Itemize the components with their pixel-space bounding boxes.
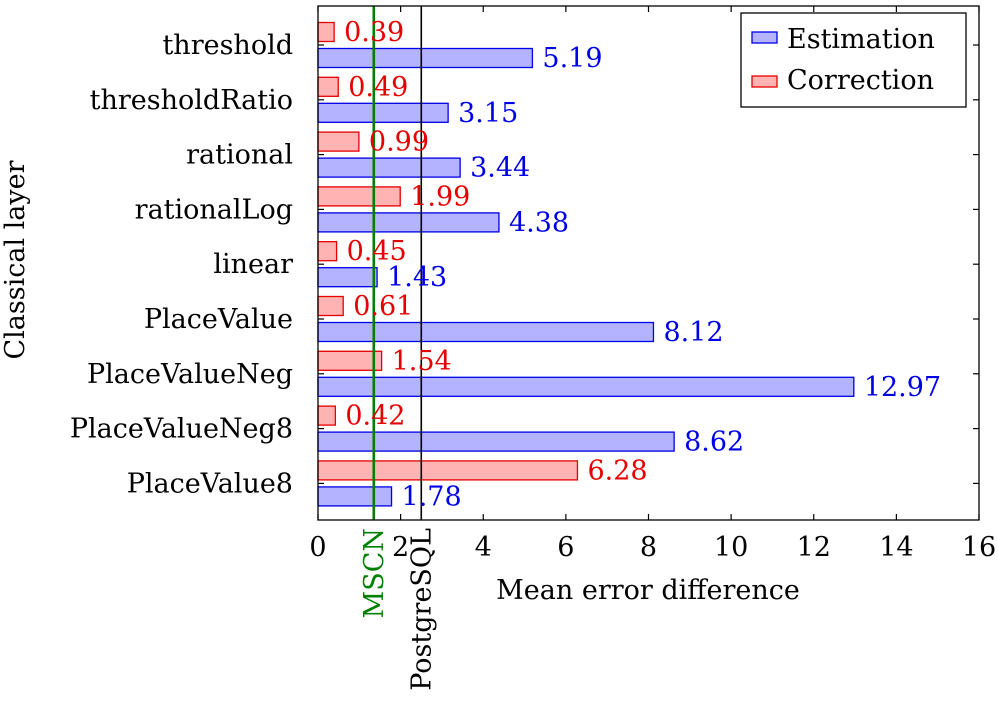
category-label-place-value: PlaceValue [144, 304, 293, 335]
x-tick-label-14: 14 [879, 532, 913, 563]
bar-label-correction-place-value-neg: 1.54 [392, 346, 452, 377]
reference-lines-group [372, 6, 423, 520]
category-label-place-value-neg8: PlaceValueNeg8 [70, 414, 293, 445]
x-tick-label-4: 4 [475, 532, 492, 563]
category-labels-group: threshold thresholdRatio rational rationalL… [70, 30, 293, 499]
bar-estimation-place-value-neg8 [317, 431, 675, 452]
legend: Estimation Correction [740, 12, 967, 108]
bar-estimation-place-value8 [317, 486, 393, 507]
category-label-threshold-ratio: thresholdRatio [90, 85, 293, 116]
x-tick-label-12: 12 [797, 532, 831, 563]
bar-correction-threshold [317, 21, 335, 43]
bar-label-estimation-place-value-neg8: 8.62 [684, 427, 744, 458]
legend-swatch-estimation [751, 31, 778, 44]
bar-label-correction-place-value: 0.61 [353, 291, 413, 322]
bar-correction-place-value8 [317, 460, 579, 481]
category-label-rational-log: rationalLog [135, 194, 293, 225]
bar-estimation-linear [317, 267, 378, 288]
bar-estimation-rational-log [317, 212, 500, 233]
bar-label-correction-threshold: 0.39 [344, 17, 404, 48]
bar-label-correction-threshold-ratio: 0.49 [348, 72, 408, 103]
legend-entry-correction: Correction [787, 65, 934, 96]
x-tick-label-8: 8 [640, 532, 657, 563]
bar-label-estimation-place-value8: 1.78 [402, 481, 462, 512]
y-axis-label: Classical layer [0, 160, 31, 359]
category-label-threshold: threshold [162, 30, 293, 61]
bar-label-estimation-rational: 3.44 [470, 153, 530, 184]
x-tick-label-0: 0 [309, 532, 326, 563]
x-tick-label-6: 6 [557, 532, 574, 563]
bar-correction-place-value [317, 295, 344, 317]
bar-label-estimation-threshold-ratio: 3.15 [458, 98, 518, 129]
bar-estimation-place-value-neg [317, 376, 855, 397]
bar-correction-rational [317, 131, 360, 152]
x-tick-label-2: 2 [392, 532, 409, 563]
reference-label-mscn: MSCN [359, 528, 390, 618]
ticks-group: 0 2 4 6 8 10 12 14 16 [309, 6, 996, 563]
bar-correction-place-value-neg [317, 350, 383, 371]
legend-box [740, 12, 967, 108]
category-label-place-value-neg: PlaceValueNeg [87, 359, 293, 390]
bar-label-correction-rational-log: 1.99 [410, 181, 470, 212]
bar-label-correction-linear: 0.45 [347, 236, 407, 267]
x-axis-label: Mean error difference [496, 575, 800, 606]
bar-label-correction-rational: 0.99 [369, 127, 429, 158]
reference-label-postgresql: PostgreSQL [406, 528, 437, 691]
x-tick-label-16: 16 [962, 532, 996, 563]
bar-correction-threshold-ratio [317, 76, 339, 97]
legend-entry-estimation: Estimation [787, 24, 935, 55]
category-label-linear: linear [213, 249, 293, 280]
bar-estimation-threshold-ratio [317, 102, 449, 123]
category-label-rational: rational [186, 140, 293, 171]
bar-correction-rational-log [317, 186, 401, 207]
x-tick-label-10: 10 [714, 532, 748, 563]
bar-label-estimation-rational-log: 4.38 [509, 207, 569, 238]
bar-label-correction-place-value8: 6.28 [587, 455, 647, 486]
reference-line-labels-group: MSCN PostgreSQL [359, 528, 438, 691]
category-label-place-value8: PlaceValue8 [127, 468, 293, 499]
bar-estimation-rational [317, 157, 461, 178]
bar-label-estimation-threshold: 5.19 [542, 43, 602, 74]
bar-value-labels-group: 0.39 5.19 0.49 3.15 0.99 3.441.99 4.38 0.451.43… [344, 17, 941, 512]
bar-label-estimation-place-value: 8.12 [663, 317, 723, 348]
bar-label-estimation-place-value-neg: 12.97 [864, 372, 941, 403]
bar-correction-linear [317, 241, 338, 262]
bar-estimation-place-value [317, 321, 655, 343]
bar-estimation-threshold [317, 47, 534, 69]
bar-correction-place-value-neg8 [317, 405, 337, 426]
legend-swatch-correction [751, 75, 778, 88]
bar-label-correction-place-value-neg8: 0.42 [345, 401, 405, 432]
bar-label-estimation-linear: 1.43 [387, 262, 447, 293]
